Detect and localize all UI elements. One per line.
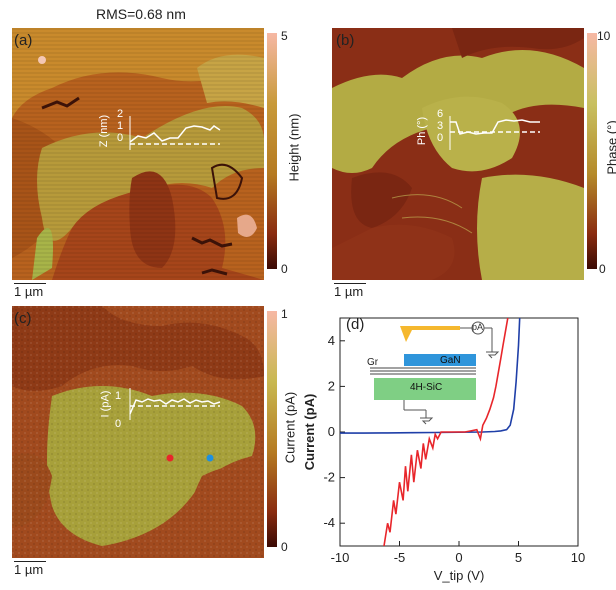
blue-marker [206,454,214,462]
colorbar-height [267,33,277,269]
height-map [12,28,264,280]
x-tick-label: -10 [331,550,350,565]
y-tick-label: 0 [328,424,335,439]
y-tick-label: 4 [328,333,335,348]
colorbar-c-min: 0 [281,540,288,554]
colorbar-b-title: Phase (°) [604,120,616,175]
colorbar-a-max: 5 [281,29,288,43]
x-axis-label: V_tip (V) [434,568,485,583]
y-tick-label: -2 [323,470,335,485]
afm-tip [400,326,460,342]
schematic-gr-label: Gr [367,357,379,368]
schematic-sic-label: 4H-SiC [410,382,443,393]
gan-layer [404,354,476,366]
y-axis-label: Current (pA) [302,394,317,471]
schematic-meter-label: pA [472,322,484,332]
panel-c-label: (c) [14,310,32,327]
colorbar-b-max: 10 [597,29,611,43]
profile-b-ticks: 6 3 0 [437,108,444,144]
red-marker [166,454,174,462]
profile-a-ticks: 2 1 0 [117,108,124,144]
colorbar-current [267,311,277,547]
panel-b-label: (b) [336,32,355,49]
colorbar-a-title: Height (nm) [286,113,302,182]
current-map [12,306,264,558]
colorbar-phase [587,33,597,269]
colorbar-a-min: 0 [281,262,288,276]
panel-a-label: (a) [14,32,33,49]
profile-a-axis-label: Z (nm) [98,114,111,148]
iv-chart: -10 -5 0 5 10 4 2 0 -2 -4 V_tip (V) Current (pA) [302,317,585,583]
scalebar-a [14,283,46,284]
scalebar-c-label: 1 µm [14,562,44,577]
scalebar-b-label: 1 µm [334,284,364,299]
x-tick-label: -5 [394,550,406,565]
x-tick-label: 10 [571,550,585,565]
scalebar-a-label: 1 µm [14,284,44,299]
colorbar-c-title: Current (pA) [282,391,298,464]
y-tick-label: -4 [323,515,335,530]
profile-c-axis-label: I (pA) [99,390,112,418]
scalebar-c [14,561,46,562]
phase-map [332,28,584,280]
colorbar-b-min: 0 [599,262,606,276]
colorbar-c-max: 1 [281,307,288,321]
sic-substrate [374,378,476,400]
panel-d-label: (d) [346,316,365,333]
x-tick-label: 0 [455,550,462,565]
red-iv-curve [383,318,509,546]
schematic-gan-label: GaN [440,355,461,366]
scalebar-b [334,283,366,284]
profile-c-ticks: 1 0 [115,390,122,430]
profile-b-axis-label: Ph (°) [416,116,429,146]
y-tick-label: 2 [328,378,335,393]
device-schematic [370,321,500,425]
x-tick-label: 5 [515,550,522,565]
rms-label: RMS=0.68 nm [96,6,186,22]
blue-iv-curve [340,318,521,434]
